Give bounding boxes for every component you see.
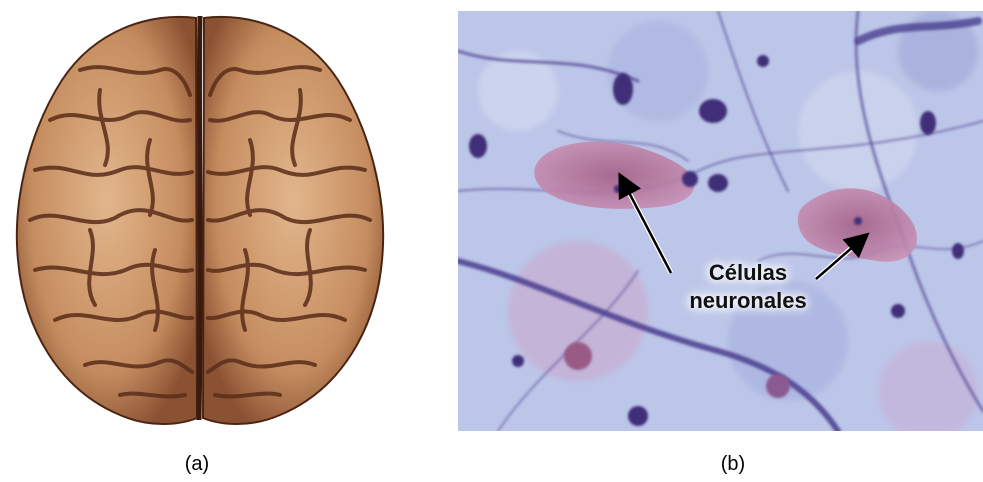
neuron-body-1 [534,141,695,209]
arrow-neuron-1 [618,172,673,274]
neuron-label-line1: Células [708,260,788,285]
neuron-label-line2: neuronales [689,288,807,313]
caption-a: (a) [184,453,210,475]
brain-photo [0,0,400,440]
annotation-arrows [618,172,870,281]
neuron-body-2 [797,188,917,262]
arrow-neuron-2 [815,232,870,280]
brain-illustration [15,15,385,425]
micrograph-photo: Células neuronales [458,11,983,431]
neuron-cells-label: Células neuronales [663,259,833,315]
tissue-micrograph [458,11,983,431]
caption-b: (b) [720,453,746,475]
